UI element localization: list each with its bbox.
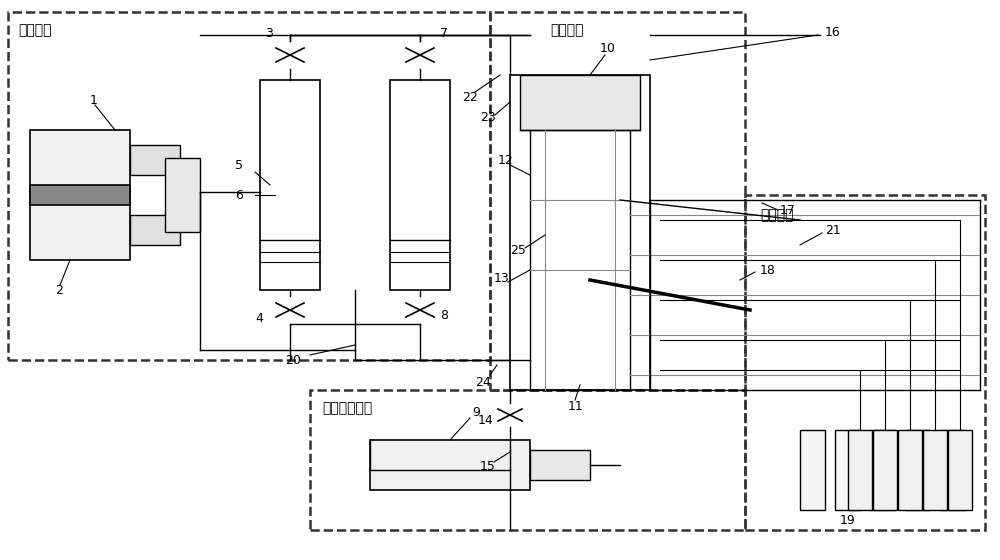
Bar [530, 130, 630, 390]
Bar [8, 12, 490, 360]
Text: 18: 18 [760, 264, 776, 277]
Text: 5: 5 [235, 158, 243, 171]
Bar [940, 430, 965, 510]
Text: 12: 12 [498, 153, 514, 166]
Bar [848, 430, 872, 510]
Bar [490, 12, 745, 390]
Text: 25: 25 [510, 244, 526, 256]
Bar [905, 430, 930, 510]
Bar [30, 130, 130, 260]
Text: 环压控制部分: 环压控制部分 [322, 401, 372, 415]
Text: 计量部分: 计量部分 [760, 208, 794, 222]
Text: 9: 9 [472, 407, 480, 419]
Text: 17: 17 [780, 203, 796, 217]
Bar [520, 75, 640, 130]
Bar [898, 430, 922, 510]
Text: 22: 22 [462, 91, 478, 104]
Text: 13: 13 [494, 272, 510, 284]
Text: 1: 1 [90, 94, 98, 106]
Bar [870, 430, 895, 510]
Bar [800, 430, 825, 510]
Bar [260, 80, 320, 290]
Text: 2: 2 [55, 283, 63, 296]
Text: 23: 23 [480, 110, 496, 124]
Bar [873, 430, 897, 510]
Bar [510, 75, 650, 390]
Text: 4: 4 [255, 311, 263, 324]
Text: 14: 14 [478, 413, 494, 427]
Text: 19: 19 [840, 514, 856, 526]
Text: 注入部分: 注入部分 [18, 23, 52, 37]
Bar [390, 80, 450, 290]
Bar [923, 430, 947, 510]
Bar [530, 450, 590, 480]
Bar [30, 185, 130, 205]
Bar [130, 215, 180, 245]
Text: 3: 3 [265, 26, 273, 40]
Text: 21: 21 [825, 223, 841, 236]
Text: 11: 11 [568, 400, 584, 413]
Bar [165, 158, 200, 232]
Text: 7: 7 [440, 26, 448, 40]
Bar [130, 145, 180, 175]
Text: 15: 15 [480, 460, 496, 473]
Bar [370, 440, 530, 490]
Bar [745, 195, 985, 530]
Bar [835, 430, 860, 510]
Bar [948, 430, 972, 510]
Bar [310, 390, 745, 530]
Text: 模型部分: 模型部分 [550, 23, 584, 37]
Text: 16: 16 [825, 26, 841, 39]
Text: 20: 20 [285, 353, 301, 366]
Text: 10: 10 [600, 41, 616, 54]
Text: 6: 6 [235, 189, 243, 202]
Text: 24: 24 [475, 376, 491, 389]
Text: 8: 8 [440, 309, 448, 321]
